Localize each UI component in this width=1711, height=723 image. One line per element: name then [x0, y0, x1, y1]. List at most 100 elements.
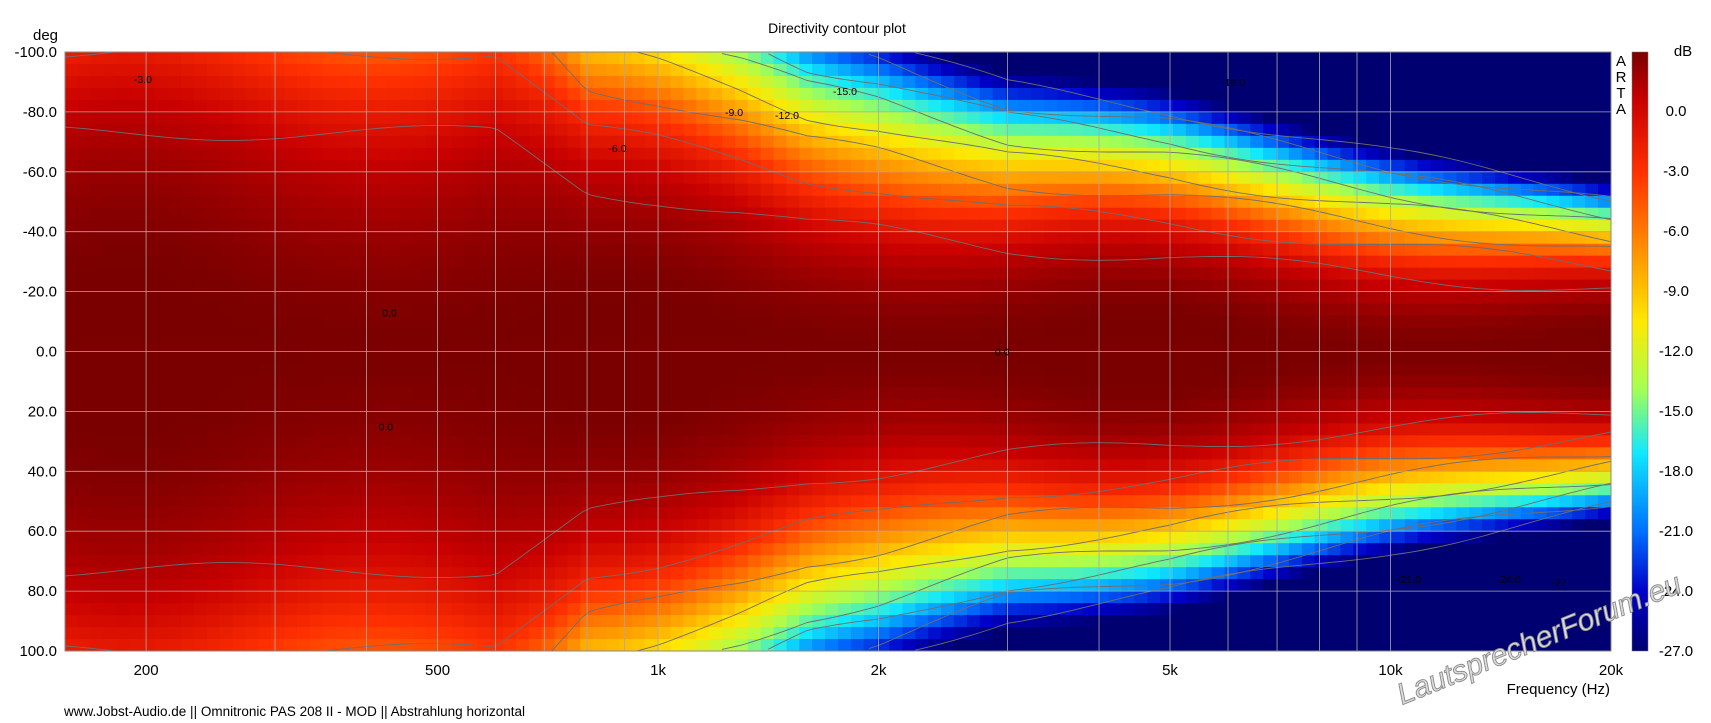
- heatmap-cell: [1314, 459, 1329, 472]
- heatmap-cell: [1237, 123, 1251, 137]
- heatmap-cell: [258, 519, 272, 532]
- heatmap-cell: [760, 183, 775, 197]
- heatmap-cell: [412, 303, 427, 317]
- heatmap-cell: [168, 411, 182, 424]
- heatmap-cell: [606, 483, 620, 496]
- heatmap-cell: [1263, 363, 1277, 377]
- heatmap-cell: [838, 639, 852, 651]
- heatmap-cell: [928, 111, 942, 125]
- heatmap-cell: [709, 471, 723, 484]
- heatmap-cell: [142, 183, 156, 197]
- heatmap-cell: [1044, 591, 1058, 604]
- heatmap-cell: [863, 52, 878, 65]
- heatmap-cell: [361, 183, 375, 197]
- heatmap-cell: [1250, 63, 1264, 77]
- heatmap-cell: [1224, 99, 1238, 113]
- heatmap-cell: [644, 591, 659, 604]
- heatmap-cell: [180, 351, 195, 365]
- heatmap-cell: [696, 195, 710, 209]
- heatmap-cell: [1082, 459, 1097, 472]
- heatmap-cell: [1172, 207, 1187, 221]
- heatmap-cell: [812, 603, 826, 616]
- heatmap-cell: [1276, 627, 1290, 640]
- heatmap-cell: [335, 159, 350, 173]
- heatmap-cell: [928, 99, 942, 113]
- heatmap-cell: [258, 531, 272, 544]
- heatmap-cell: [979, 267, 994, 281]
- heatmap-cell: [65, 135, 79, 149]
- heatmap-cell: [915, 243, 929, 257]
- heatmap-cell: [284, 483, 298, 496]
- heatmap-cell: [451, 543, 465, 556]
- heatmap-cell: [773, 423, 788, 436]
- heatmap-cell: [631, 195, 646, 209]
- heatmap-cell: [1185, 52, 1200, 65]
- heatmap-cell: [915, 339, 929, 353]
- heatmap-cell: [670, 75, 684, 89]
- heatmap-cell: [103, 627, 118, 640]
- heatmap-cell: [567, 387, 581, 401]
- heatmap-cell: [219, 339, 234, 353]
- heatmap-cell: [1172, 315, 1187, 329]
- heatmap-cell: [180, 63, 195, 77]
- heatmap-cell: [451, 447, 465, 460]
- heatmap-cell: [953, 52, 968, 65]
- heatmap-cell: [1250, 555, 1264, 568]
- heatmap-cell: [1095, 399, 1110, 412]
- heatmap-cell: [992, 543, 1007, 556]
- heatmap-cell: [296, 579, 311, 592]
- heatmap-cell: [1069, 555, 1084, 568]
- heatmap-cell: [116, 639, 131, 651]
- heatmap-cell: [348, 387, 362, 401]
- heatmap-cell: [438, 291, 453, 305]
- heatmap-cell: [773, 159, 788, 173]
- heatmap-cell: [142, 291, 156, 305]
- heatmap-cell: [1185, 411, 1200, 424]
- heatmap-cell: [374, 267, 388, 281]
- heatmap-cell: [825, 111, 839, 125]
- heatmap-cell: [1069, 495, 1084, 508]
- heatmap-cell: [992, 483, 1007, 496]
- heatmap-cell: [953, 243, 968, 257]
- heatmap-cell: [412, 459, 427, 472]
- heatmap-cell: [760, 303, 775, 317]
- heatmap-cell: [554, 459, 569, 472]
- heatmap-cell: [258, 423, 272, 436]
- heatmap-cell: [1327, 387, 1342, 401]
- heatmap-cell: [103, 207, 118, 221]
- heatmap-cell: [812, 459, 826, 472]
- heatmap-cell: [193, 471, 208, 484]
- heatmap-cell: [1185, 471, 1200, 484]
- heatmap-cell: [722, 291, 736, 305]
- heatmap-cell: [1121, 519, 1135, 532]
- heatmap-cell: [309, 63, 324, 77]
- heatmap-cell: [103, 579, 118, 592]
- heatmap-cell: [863, 531, 878, 544]
- heatmap-cell: [1340, 75, 1354, 89]
- heatmap-cell: [1108, 519, 1123, 532]
- heatmap-cell: [760, 147, 775, 161]
- heatmap-cell: [747, 339, 762, 353]
- heatmap-cell: [773, 327, 788, 341]
- heatmap-cell: [1327, 123, 1342, 137]
- heatmap-cell: [541, 603, 556, 616]
- heatmap-cell: [477, 639, 491, 651]
- heatmap-cell: [876, 315, 891, 329]
- heatmap-cell: [1057, 231, 1071, 245]
- heatmap-cell: [77, 279, 92, 293]
- heatmap-cell: [322, 267, 337, 281]
- heatmap-cell: [348, 135, 362, 149]
- heatmap-cell: [464, 567, 478, 580]
- heatmap-cell: [528, 255, 543, 269]
- heatmap-cell: [773, 471, 788, 484]
- heatmap-cell: [941, 327, 955, 341]
- heatmap-cell: [1211, 99, 1226, 113]
- heatmap-cell: [1301, 231, 1316, 245]
- heatmap-cell: [941, 267, 955, 281]
- heatmap-cell: [477, 567, 491, 580]
- heatmap-cell: [799, 555, 813, 568]
- heatmap-cell: [412, 615, 427, 628]
- heatmap-cell: [696, 507, 710, 520]
- heatmap-cell: [644, 231, 659, 245]
- heatmap-cell: [876, 579, 891, 592]
